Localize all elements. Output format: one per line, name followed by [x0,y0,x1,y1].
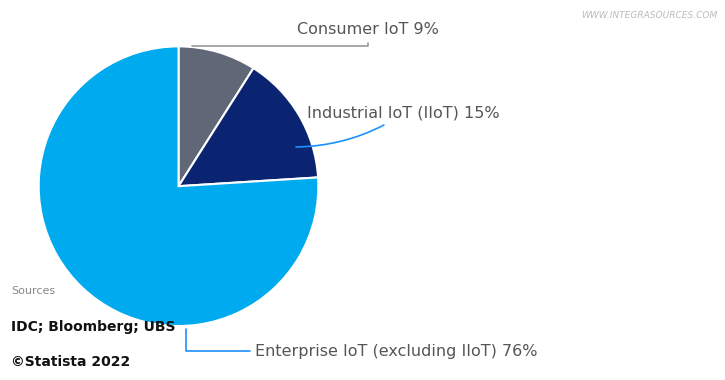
Text: IDC; Bloomberg; UBS: IDC; Bloomberg; UBS [11,320,175,334]
Text: Consumer IoT 9%: Consumer IoT 9% [193,22,439,46]
Text: WWW.INTEGRASOURCES.COM: WWW.INTEGRASOURCES.COM [581,11,718,21]
Wedge shape [178,46,254,186]
Text: Industrial IoT (IIoT) 15%: Industrial IoT (IIoT) 15% [296,106,500,147]
Wedge shape [178,68,318,186]
Wedge shape [38,46,318,326]
Text: Sources: Sources [11,287,55,296]
Text: Enterprise IoT (excluding IIoT) 76%: Enterprise IoT (excluding IIoT) 76% [186,329,538,359]
Text: ©Statista 2022: ©Statista 2022 [11,355,130,369]
